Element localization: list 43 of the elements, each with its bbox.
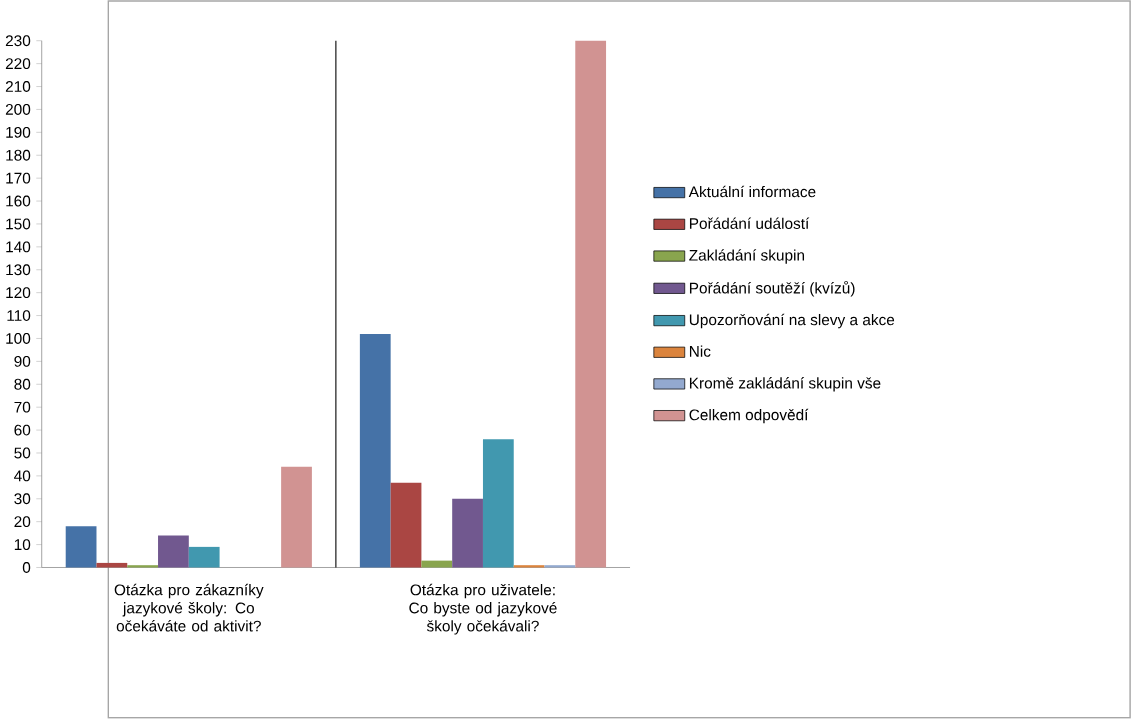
legend-label: Aktuální informace [688,185,816,198]
x-tick-label: Otázka pro uživatele: Co byste od jazykové školy očekávali? [409,584,557,635]
y-tick-label: 50 [14,447,31,459]
y-tick-label: 80 [14,379,31,390]
y-tick-label: 170 [6,172,31,184]
bar [158,535,189,568]
y-tick-label: 20 [14,516,31,528]
y-tick-label: 100 [6,333,31,345]
y-tick-label: 0 [22,562,31,574]
bar [390,482,422,568]
bar [359,334,391,568]
bar [575,40,607,568]
x-tick-label: Otázka pro zákazníky jazykové školy: Co očekáváte od aktivit? [114,584,264,632]
bar [188,547,220,568]
legend-label: Kromě zakládání skupin vše [689,377,881,392]
y-tick-label: 140 [6,241,31,253]
y-tick-label: 60 [14,424,31,436]
y-tick-label: 90 [14,356,31,367]
y-tick-label: 220 [5,58,31,70]
y-tick-label: 190 [6,127,31,138]
y-tick-label: 180 [6,149,31,161]
y-tick-label: 10 [14,539,31,551]
bar [452,498,483,568]
y-tick-label: 120 [6,287,31,299]
y-tick-label: 30 [14,493,31,505]
bar [281,466,312,568]
legend-label: Pořádání událostí [689,217,810,230]
y-tick-label: 160 [6,195,31,207]
y-tick-label: 40 [14,470,31,482]
legend-label: Upozorňování na slevy a akce [689,313,895,329]
y-tick-label: 130 [6,264,31,276]
y-tick-label: 70 [14,401,31,413]
y-tick-label: 210 [5,81,31,93]
y-tick-label: 200 [5,104,31,116]
legend-label: Nic [689,345,711,357]
y-tick-label: 230 [5,35,31,47]
legend-label: Zakládání skupin [689,249,805,264]
bar [65,526,97,568]
y-tick-label: 110 [7,310,31,322]
y-tick-label: 150 [6,218,31,230]
bar [482,439,514,568]
legend-label: Pořádání soutěží (kvízů) [689,281,855,297]
legend-label: Celkem odpovědí [689,409,809,424]
